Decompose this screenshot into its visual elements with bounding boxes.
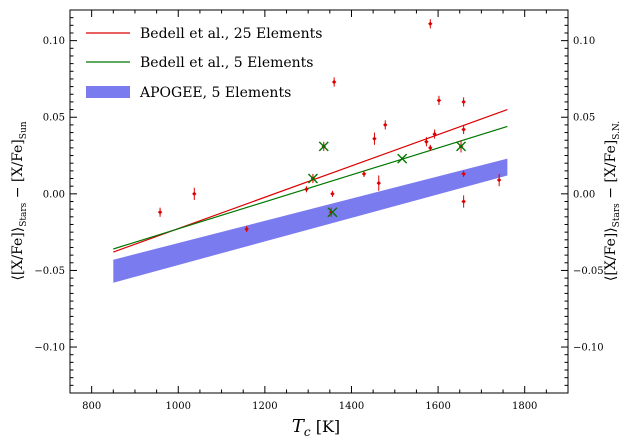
x-tick-label: 1400	[339, 401, 364, 412]
legend-label-5-elements: Bedell et al., 5 Elements	[140, 55, 314, 71]
y-tick-label-left: 0.00	[43, 189, 65, 200]
data-point-red-diamond	[372, 136, 377, 141]
x-tick-label: 1000	[166, 401, 191, 412]
y-tick-label-right: 0.00	[573, 189, 595, 200]
data-point-red-diamond	[328, 210, 334, 215]
axis-ticks: 800 1000 1200 1400 1600 1800 −0.10 −0.10 −0.05 −0…	[34, 9, 604, 412]
data-point-red-diamond	[361, 171, 367, 177]
data-point-red-diamond	[496, 177, 502, 183]
data-point-red-diamond	[157, 210, 163, 215]
legend-label-25-elements: Bedell et al., 25 Elements	[140, 26, 322, 42]
x-axis-label: Tc [K]	[292, 416, 340, 439]
data-point-red-diamond	[304, 187, 309, 192]
y-tick-label-right: 0.10	[573, 36, 595, 47]
x-tick-label: 1600	[425, 401, 450, 412]
data-point-red-diamond	[383, 122, 388, 128]
data-point-red-diamond	[376, 180, 381, 186]
data-point-green-x	[318, 141, 329, 152]
data-point-red-diamond	[192, 191, 197, 197]
data-point-red-diamond	[244, 226, 249, 232]
y-tick-label-left: 0.05	[43, 113, 65, 124]
data-point-red-diamond	[436, 98, 442, 103]
x-tick-label: 1800	[512, 401, 537, 412]
data-point-red-diamond	[424, 139, 429, 144]
y-tick-label-right: 0.05	[573, 113, 595, 124]
legend-label-apogee: APOGEE, 5 Elements	[139, 85, 291, 101]
data-point-green-x	[307, 173, 318, 184]
y-axis-label-left: ⟨[X/Fe]⟩Stars − [X/Fe]Sun	[10, 121, 29, 280]
data-point-red-diamond	[331, 79, 337, 85]
data-point-red-diamond	[461, 171, 466, 177]
y-tick-label-left: 0.10	[43, 36, 65, 47]
y-tick-label-right: −0.10	[573, 343, 604, 354]
legend: Bedell et al., 25 Elements Bedell et al.…	[86, 26, 322, 101]
data-point-green-x	[397, 153, 408, 164]
apogee-band	[113, 158, 508, 283]
y-tick-label-left: −0.05	[34, 266, 65, 277]
x-tick-label: 1200	[252, 401, 277, 412]
y-tick-label-right: −0.05	[573, 266, 604, 277]
data-point-red-diamond	[461, 199, 466, 204]
data-point-green-x	[327, 207, 338, 218]
plot-content	[113, 19, 508, 283]
data-point-red-diamond	[461, 127, 466, 132]
data-point-red-diamond	[461, 99, 466, 105]
y-tick-label-left: −0.10	[34, 343, 65, 354]
data-point-red-diamond	[432, 131, 437, 137]
x-tick-label: 800	[82, 401, 101, 412]
data-point-green-x	[456, 141, 467, 152]
data-point-red-diamond	[330, 191, 335, 197]
data-point-red-diamond	[428, 145, 433, 151]
data-point-red-diamond	[428, 21, 433, 26]
y-axis-label-right: ⟨[X/Fe]⟩Stars − [X/Fe]S.N.	[603, 121, 622, 281]
legend-swatch-blue-band	[86, 86, 130, 98]
fit-line-5-elements	[113, 125, 508, 250]
